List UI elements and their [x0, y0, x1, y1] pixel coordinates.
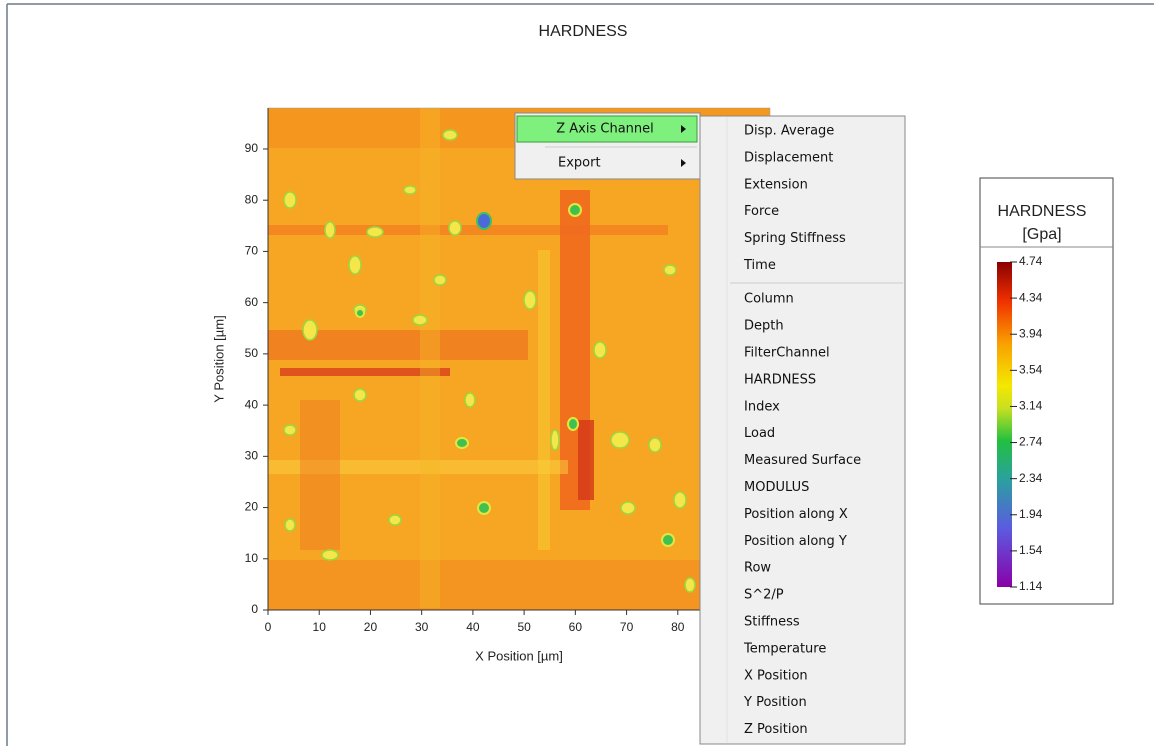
y-tick-label: 80	[245, 192, 259, 206]
colorbar-tick-label: 1.94	[1019, 507, 1043, 521]
menu-item[interactable]: Z Axis Channel	[556, 122, 654, 137]
axes: 0 10 20 30 40 50 60 70 80 0 10 20 30 40 50 60 70 80 90	[245, 108, 770, 634]
submenu-item[interactable]: Time	[743, 258, 776, 273]
colorbar-tick-label: 2.74	[1019, 435, 1043, 449]
submenu-item[interactable]: Position along Y	[744, 534, 847, 549]
y-tick-label: 40	[245, 397, 259, 411]
context-menu: Z Axis Channel Export	[514, 112, 701, 180]
submenu-box	[699, 115, 906, 745]
x-tick-label: 60	[569, 620, 583, 634]
submenu-item[interactable]: Position along X	[744, 507, 848, 522]
submenu-item[interactable]: Index	[744, 399, 780, 414]
y-tick-label: 30	[245, 448, 259, 462]
submenu-item[interactable]: Disp. Average	[744, 124, 834, 139]
submenu-item[interactable]: Load	[744, 426, 775, 441]
window-title: HARDNESS	[539, 23, 628, 40]
x-tick-label: 0	[265, 620, 272, 634]
colorbar-ticks: 1.14 1.54 1.94 2.34 2.74 3.14 3.54 3.94 4.34 4.74	[1010, 254, 1043, 593]
x-tick-label: 30	[415, 620, 429, 634]
colorbar-tick-label: 3.14	[1019, 399, 1043, 413]
colorbar-tick-label: 4.34	[1019, 290, 1043, 304]
submenu-item[interactable]: Row	[744, 561, 771, 576]
colorbar-tick-label: 1.14	[1019, 579, 1043, 593]
colorbar-tick-label: 4.74	[1019, 254, 1043, 268]
submenu-item[interactable]: MODULUS	[744, 480, 809, 495]
submenu-arrow	[681, 159, 686, 167]
submenu-item[interactable]: HARDNESS	[744, 372, 816, 387]
x-tick-label: 70	[620, 620, 634, 634]
x-tick-label: 50	[517, 620, 531, 634]
x-tick-label: 40	[466, 620, 480, 634]
submenu-item[interactable]: Displacement	[744, 150, 833, 165]
colorbar-tick-label: 2.34	[1019, 471, 1043, 485]
colorbar-tick-label: 3.54	[1019, 363, 1043, 377]
heatmap	[268, 108, 770, 610]
x-tick-label: 80	[671, 620, 685, 634]
colorbar-tick-label: 3.94	[1019, 326, 1043, 340]
y-tick-label: 90	[245, 141, 259, 155]
submenu-item[interactable]: Spring Stiffness	[744, 231, 846, 246]
submenu-item[interactable]: Temperature	[743, 641, 826, 656]
x-tick-label: 10	[313, 620, 327, 634]
colorbar-tick-label: 1.54	[1019, 543, 1043, 557]
submenu-item[interactable]: Z Position	[744, 722, 808, 737]
y-tick-label: 10	[245, 551, 259, 565]
x-axis-label: X Position [µm]	[475, 648, 563, 663]
y-axis-label: Y Position [µm]	[211, 315, 226, 402]
submenu-item[interactable]: Force	[744, 204, 779, 219]
menu-highlight	[516, 115, 698, 143]
submenu-item[interactable]: X Position	[744, 668, 808, 683]
colorbar-gradient	[997, 262, 1012, 587]
submenu-item[interactable]: Column	[744, 292, 794, 307]
submenu-item[interactable]: S^2/P	[744, 588, 784, 603]
submenu-item[interactable]: Measured Surface	[744, 453, 861, 468]
y-tick-label: 70	[245, 244, 259, 258]
y-tick-label: 60	[245, 295, 259, 309]
x-tick-label: 20	[364, 620, 378, 634]
colorbar-title: HARDNESS	[998, 203, 1087, 220]
y-tick-label: 0	[251, 602, 258, 616]
menu-items: Z Axis Channel Export	[556, 122, 686, 171]
y-tick-label: 50	[245, 346, 259, 360]
menu-item[interactable]: Export	[558, 156, 601, 171]
submenu: Disp. Average Displacement Extension Force S…	[699, 115, 906, 745]
submenu-item[interactable]: Stiffness	[744, 615, 800, 630]
submenu-item[interactable]: Depth	[744, 319, 784, 334]
submenu-items: Disp. Average Displacement Extension Force S…	[743, 124, 861, 738]
submenu-item[interactable]: Extension	[744, 177, 808, 192]
submenu-item[interactable]: Y Position	[743, 695, 807, 710]
submenu-item[interactable]: FilterChannel	[744, 346, 830, 361]
y-tick-label: 20	[245, 500, 259, 514]
submenu-arrow	[681, 125, 686, 133]
colorbar-unit: [Gpa]	[1022, 226, 1061, 243]
